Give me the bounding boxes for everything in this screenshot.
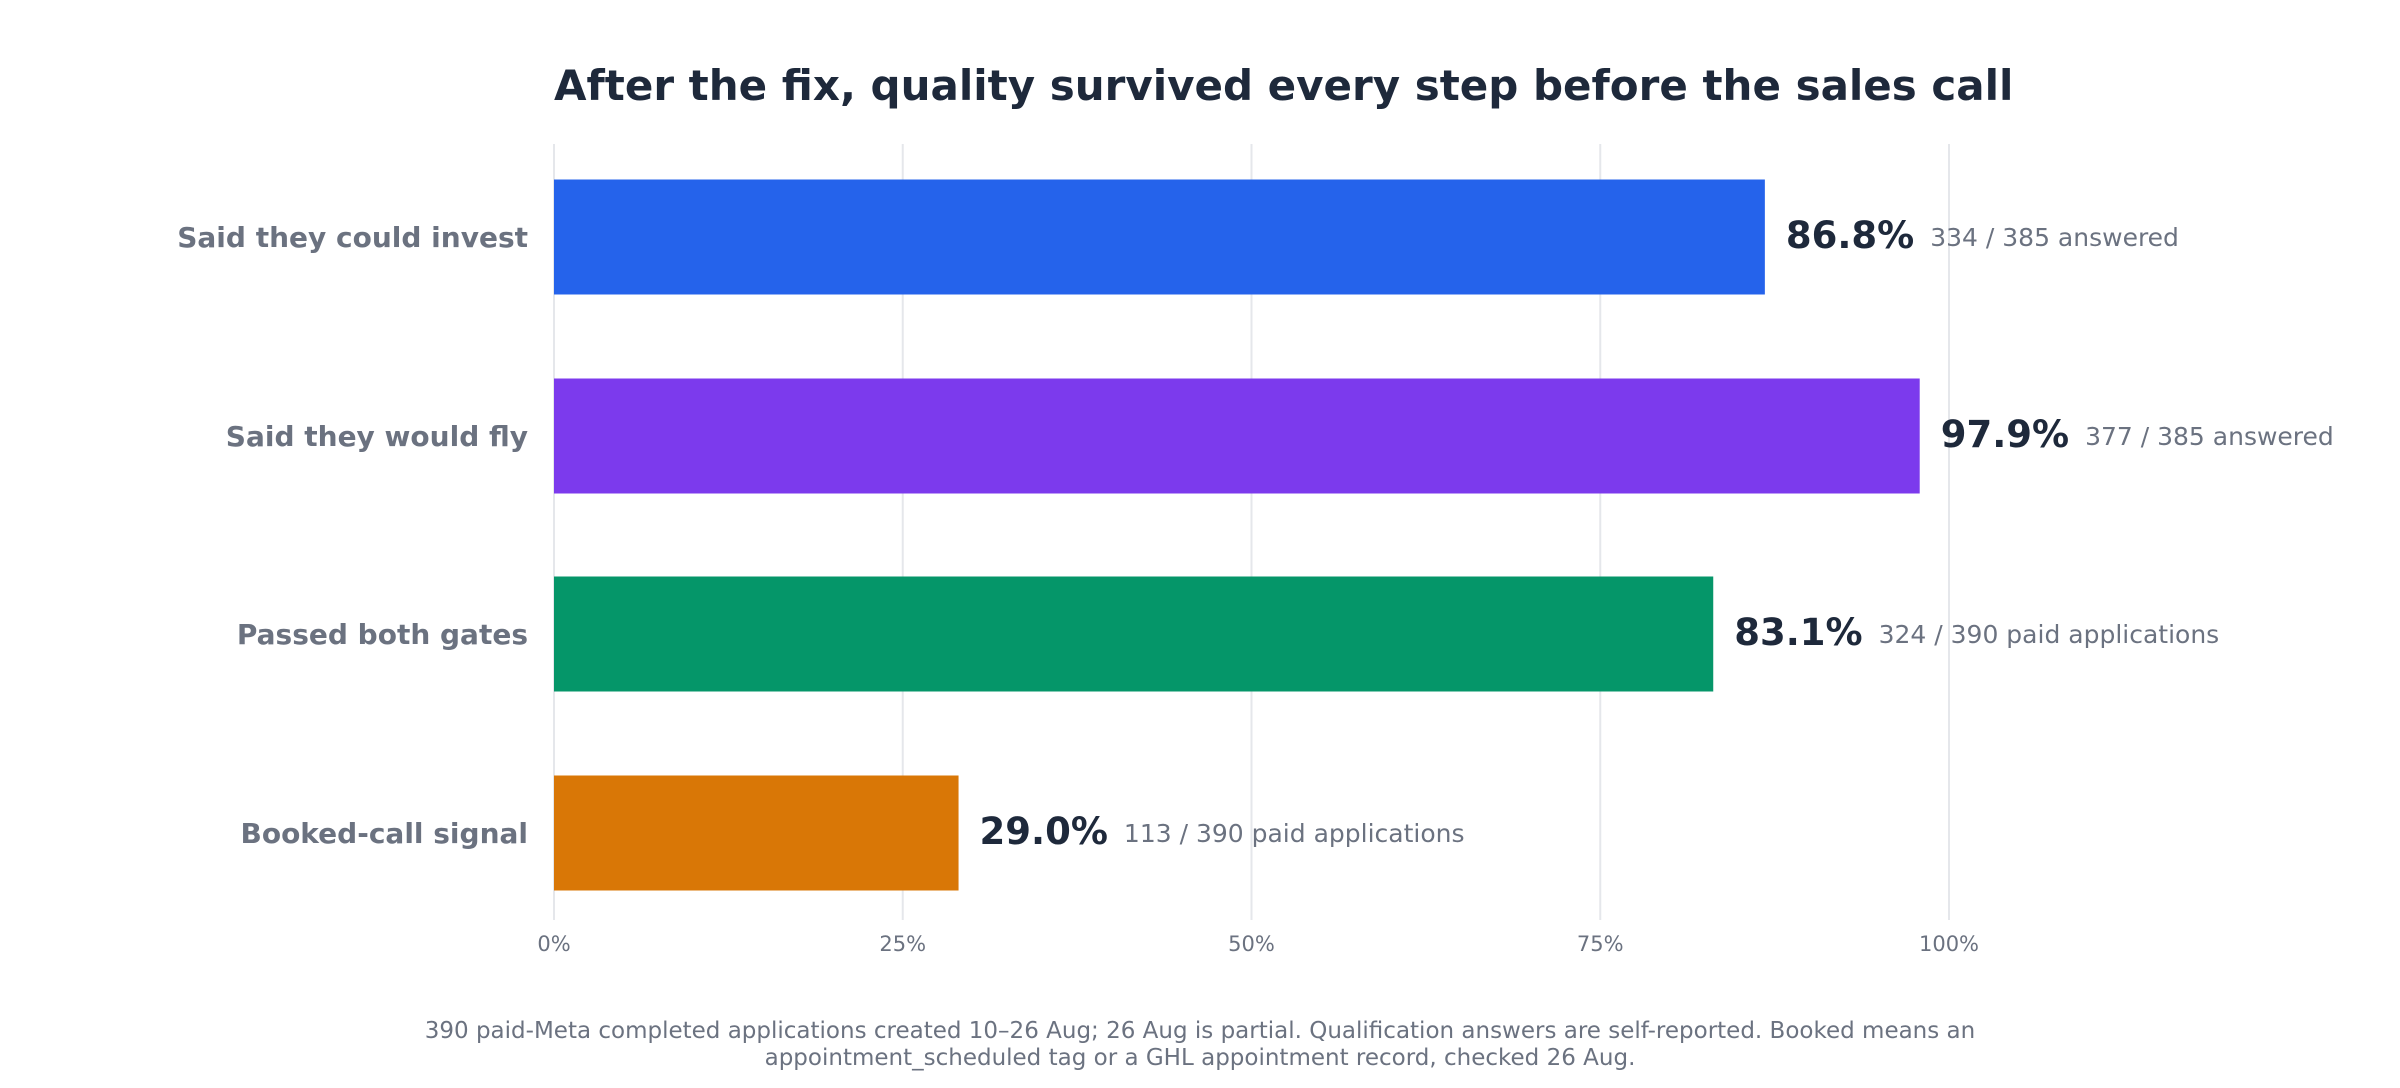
bar	[554, 576, 1714, 692]
category-label: Booked-call signal	[240, 817, 528, 850]
detail-label: 334 / 385 answered	[1930, 223, 2179, 252]
detail-label: 377 / 385 answered	[2085, 422, 2334, 451]
bar	[554, 179, 1765, 295]
bars: Said they could invest 86.8% 334 / 385 ans…	[177, 179, 2334, 891]
bar	[554, 775, 959, 891]
category-label: Passed both gates	[237, 618, 528, 651]
x-tick-label: 0%	[537, 932, 570, 956]
footnote: 390 paid-Meta completed applications cre…	[200, 1018, 2200, 1072]
category-label: Said they would fly	[226, 420, 528, 453]
detail-label: 324 / 390 paid applications	[1879, 620, 2220, 649]
x-tick-label: 50%	[1228, 932, 1275, 956]
x-tick-label: 25%	[879, 932, 926, 956]
value-label: 86.8%	[1786, 214, 1914, 257]
value-label: 97.9%	[1941, 413, 2069, 456]
chart-title: After the fix, quality survived every st…	[554, 61, 2013, 110]
value-label: 29.0%	[980, 810, 1108, 853]
footnote-line-2: appointment_scheduled tag or a GHL appoi…	[764, 1045, 1636, 1071]
x-tick-label: 75%	[1577, 932, 1624, 956]
category-label: Said they could invest	[177, 221, 528, 254]
x-axis-ticks: 0% 25% 50% 75% 100%	[537, 932, 1979, 956]
detail-label: 113 / 390 paid applications	[1124, 819, 1465, 848]
x-tick-label: 100%	[1919, 932, 1979, 956]
value-label: 83.1%	[1734, 611, 1862, 654]
footnote-line-1: 390 paid-Meta completed applications cre…	[424, 1018, 1976, 1044]
bar	[554, 378, 1920, 494]
